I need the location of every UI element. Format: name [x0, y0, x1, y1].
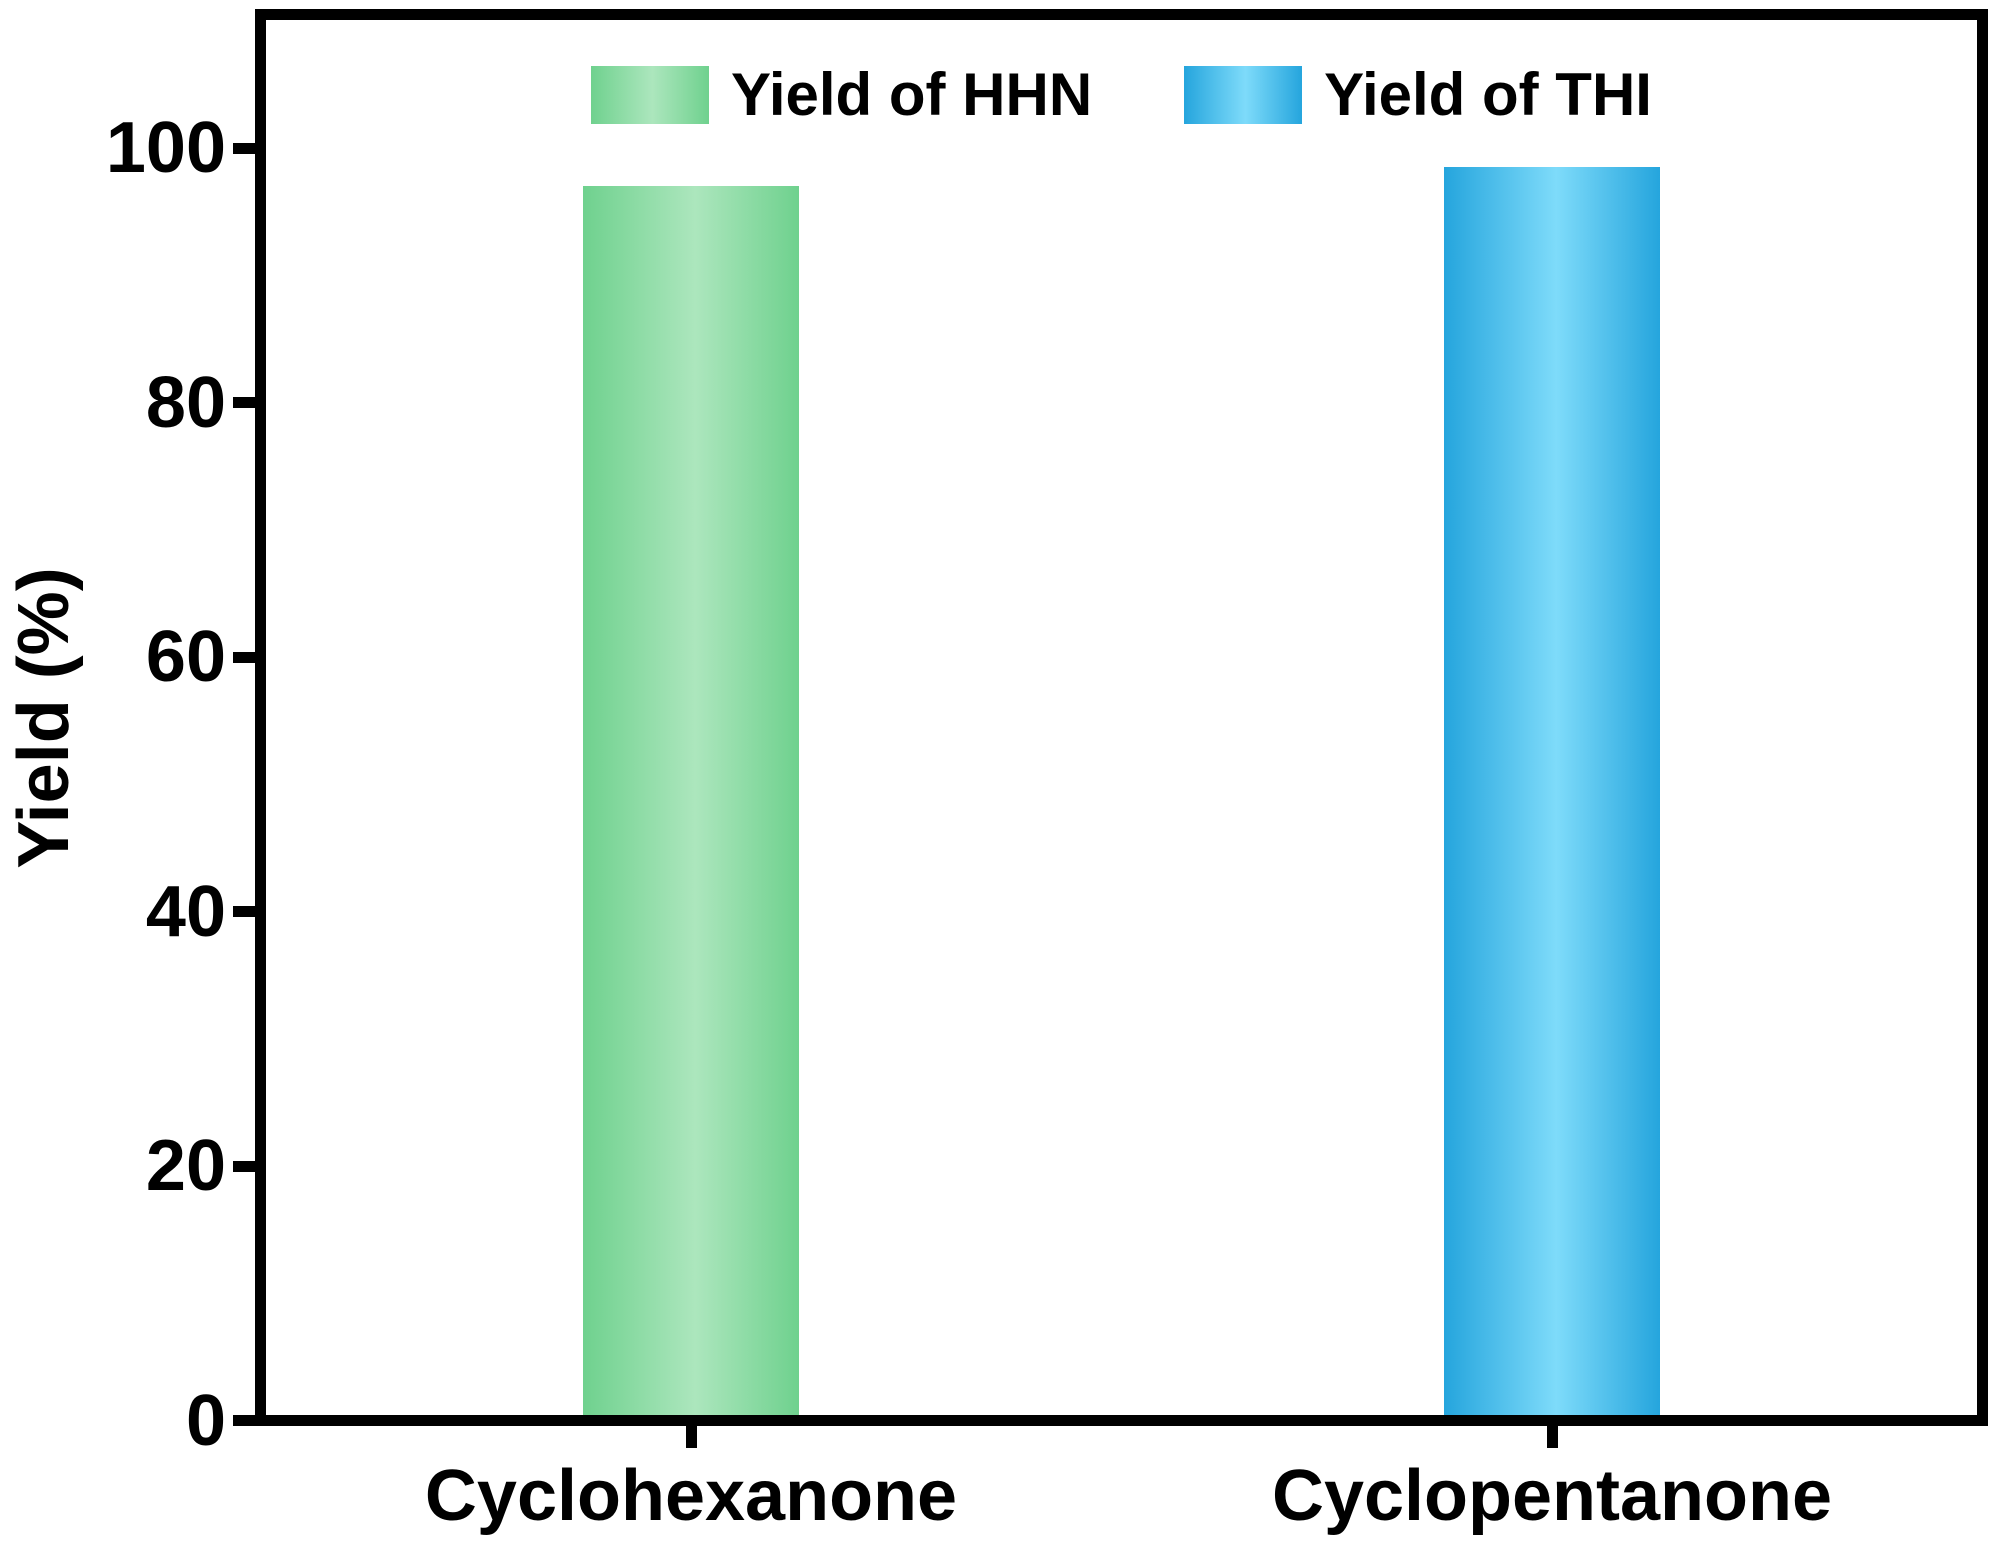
legend-swatch-1: [1184, 66, 1303, 124]
y-axis-title: Yield (%): [4, 567, 84, 869]
legend-item-1: Yield of THI: [1184, 64, 1652, 126]
x-category-label: Cyclopentanone: [1271, 1456, 1833, 1536]
y-tick-label-40: 40: [145, 871, 226, 952]
y-tick-mark-40: [233, 906, 255, 918]
y-tick-mark-0: [233, 1415, 255, 1426]
y-tick-label-60: 60: [145, 617, 226, 698]
plot-area-border: [255, 9, 1988, 1426]
y-tick-label-20: 20: [145, 1126, 226, 1207]
y-tick-label-80: 80: [145, 362, 226, 443]
y-tick-mark-20: [233, 1160, 255, 1172]
y-tick-mark-80: [233, 397, 255, 409]
x-tick-mark-1: [1546, 1426, 1558, 1448]
y-tick-label-100: 100: [105, 108, 226, 189]
legend: Yield of HHN Yield of THI: [255, 60, 1988, 130]
y-tick-mark-100: [233, 142, 255, 154]
y-tick-mark-60: [233, 651, 255, 663]
legend-item-0: Yield of HHN: [591, 64, 1092, 126]
x-category-label: Cyclohexanone: [424, 1456, 958, 1536]
bar-cyclohexanone: [583, 186, 799, 1421]
x-tick-mark-0: [685, 1426, 697, 1448]
legend-swatch-0: [591, 66, 710, 124]
bar-cyclopentanone: [1444, 167, 1660, 1421]
legend-label-1: Yield of THI: [1324, 61, 1652, 128]
legend-label-0: Yield of HHN: [731, 61, 1093, 128]
y-tick-label-0: 0: [185, 1380, 226, 1461]
